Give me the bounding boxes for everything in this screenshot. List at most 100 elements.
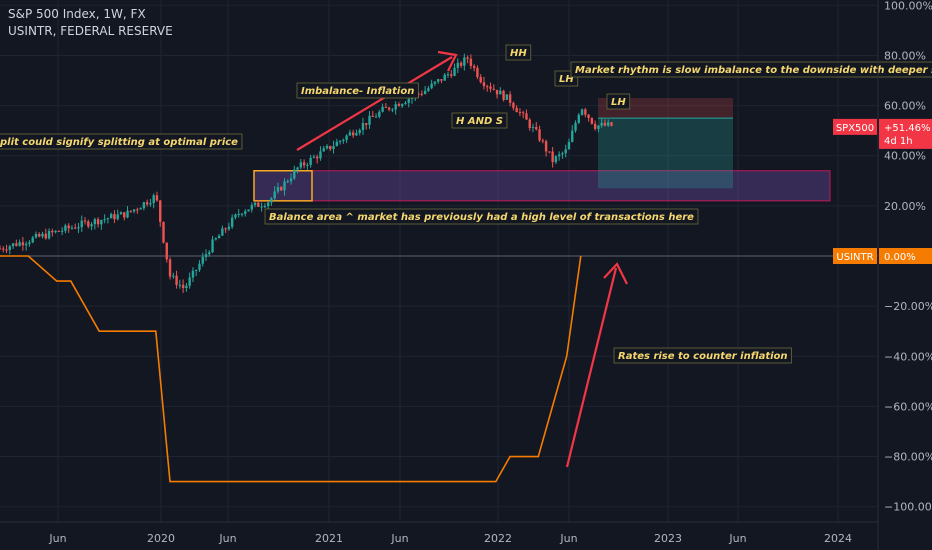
candle-body (195, 269, 198, 271)
candle-body (47, 230, 51, 239)
candle-body (584, 109, 587, 115)
note-h-and-s-box (451, 112, 508, 129)
candle-body (15, 243, 18, 246)
candle-body (564, 149, 567, 154)
candle-body (18, 242, 21, 246)
candle-body (283, 181, 286, 191)
candle-body (404, 102, 407, 105)
candle-body (538, 129, 541, 141)
candle-body (159, 200, 162, 222)
candle-body (93, 219, 97, 225)
arrow-imbalance-head (437, 50, 458, 72)
plot-background (0, 0, 878, 522)
candle-body (41, 233, 44, 237)
candle-body (168, 259, 172, 277)
candle-body (214, 238, 218, 240)
candle-body (544, 141, 548, 152)
candle-body (244, 211, 247, 214)
candle-body (64, 225, 67, 231)
usintr-value-label: 0.00% (884, 252, 916, 263)
candle-body (204, 254, 208, 257)
candle-body (355, 133, 358, 136)
candle-body (263, 206, 267, 208)
candle-body (142, 202, 146, 209)
candle-body (165, 242, 168, 260)
candle-body (230, 217, 234, 227)
candle-body (420, 93, 424, 95)
candle-body (492, 88, 495, 90)
usintr-name-badge (833, 248, 877, 264)
candle-body (557, 154, 561, 157)
candle-body (227, 226, 231, 230)
candle-body (391, 109, 394, 111)
candle-body (103, 219, 106, 221)
candle-body (469, 58, 473, 66)
candle-body (436, 79, 440, 82)
candle-body (0, 248, 2, 250)
candle-body (5, 249, 8, 251)
candle-body (567, 141, 571, 150)
candle-body (54, 230, 57, 233)
y-tick-label: 80.00% (884, 49, 926, 62)
y-tick-label: 60.00% (884, 100, 926, 113)
candle-body (505, 94, 509, 100)
candle-body (443, 74, 446, 81)
candle-body (178, 284, 182, 286)
candle-body (266, 202, 270, 207)
candle-body (44, 233, 47, 239)
x-tick-label: Jun (728, 532, 746, 545)
usintr-value-badge (879, 248, 932, 264)
note-imbalance-group: Imbalance- Inflation (296, 82, 419, 99)
candle-body (273, 191, 276, 199)
legend: S&P 500 Index, 1W, FX USINTR, FEDERAL RE… (8, 6, 173, 40)
note-split-group: plit could signify splitting at optimal … (0, 133, 243, 150)
candle-body (221, 228, 224, 236)
candle-body (57, 230, 61, 232)
candle-body (90, 224, 93, 227)
x-tick-label: 2022 (484, 532, 512, 545)
candle-body (299, 162, 303, 168)
candle-body (309, 157, 312, 165)
note-lh-2-group: LH (606, 93, 631, 110)
note-balance: Balance area ^ market has previously had… (269, 212, 694, 223)
arrow-rates-head (603, 262, 628, 285)
candle-body (361, 123, 365, 131)
candle-body (113, 214, 116, 220)
candle-body (495, 89, 499, 95)
candle-body (83, 220, 87, 222)
candle-body (87, 221, 90, 227)
candle-body (541, 140, 545, 142)
candle-body (345, 135, 348, 140)
candle-body (201, 256, 204, 264)
y-tick-label: 40.00% (884, 150, 926, 163)
candle-body (580, 109, 584, 115)
candle-body (208, 252, 211, 255)
note-split-box (0, 133, 243, 150)
candle-body (351, 132, 355, 136)
x-tick-label: Jun (48, 532, 66, 545)
spx-candles (0, 53, 613, 293)
balance-highlight-box (253, 170, 313, 202)
y-tick-label: −100.00% (884, 501, 932, 514)
candle-body (322, 148, 325, 152)
candle-body (358, 130, 361, 134)
candle-body (522, 112, 525, 114)
candle-body (51, 230, 54, 233)
candle-body (440, 79, 443, 81)
note-rhythm: Market rhythm is slow imbalance to the d… (575, 65, 932, 76)
candle-body (11, 243, 15, 247)
candle-body (518, 112, 522, 114)
candle-body (198, 263, 201, 270)
candle-body (172, 275, 175, 277)
candle-body (139, 208, 142, 210)
candle-body (329, 145, 332, 150)
candle-body (224, 228, 227, 230)
candle-body (427, 88, 430, 91)
candle-body (374, 116, 378, 118)
zones (253, 98, 831, 202)
note-hh-group: HH (505, 44, 532, 61)
usintr-line (0, 255, 582, 483)
candle-body (407, 98, 410, 103)
